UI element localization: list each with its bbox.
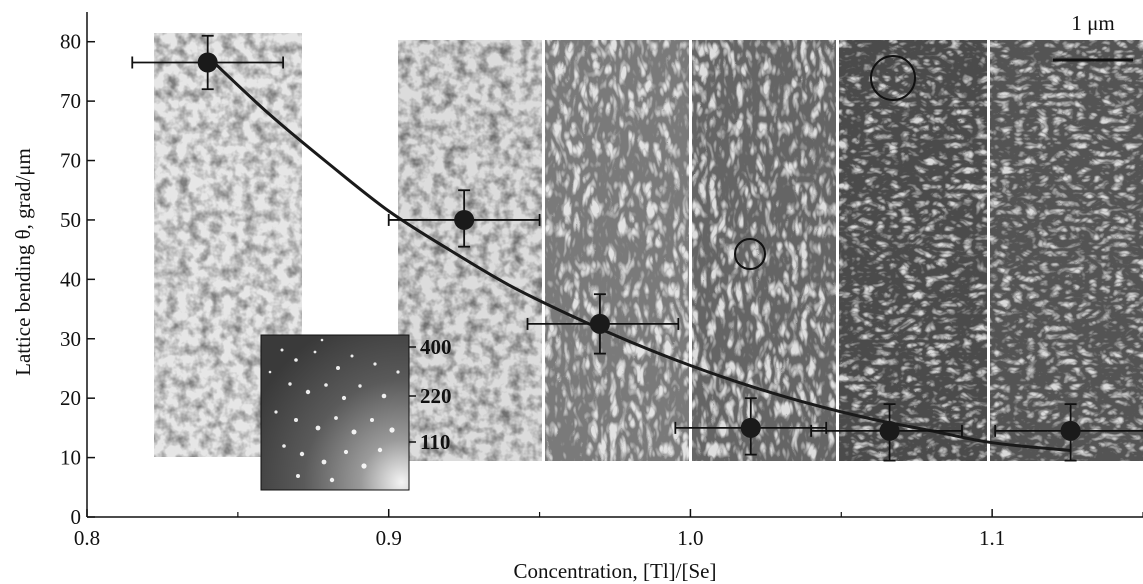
data-point-5 (810, 403, 963, 462)
data-marker (740, 417, 761, 438)
y-tick-label: 10 (60, 446, 81, 470)
micrograph-panel-5 (839, 40, 987, 461)
inset-ticks (409, 346, 416, 443)
inset-label-400: 400 (420, 335, 452, 359)
micrograph-panel-2 (398, 40, 542, 461)
y-tick-label: 0 (71, 505, 82, 529)
x-tick-label: 1.1 (979, 526, 1005, 550)
y-tick-label: 70 (60, 149, 81, 173)
data-points (131, 34, 1143, 462)
y-tick-label: 20 (60, 386, 81, 410)
x-axis-title: Concentration, [Tl]/[Se] (514, 559, 717, 583)
micrograph-panel-1 (154, 33, 302, 457)
data-point-1 (131, 34, 285, 91)
highlight-circle-small (734, 238, 766, 270)
y-tick-label: 40 (60, 267, 81, 291)
x-axis-ticks: 0.8 0.9 1.0 1.1 (74, 509, 1143, 550)
data-marker (879, 420, 900, 441)
scale-bar-label: 1 μm (1071, 11, 1114, 35)
fit-curve (206, 55, 1071, 452)
y-tick-label: 70 (60, 89, 81, 113)
data-point-3 (526, 293, 680, 355)
micrograph-panel-6 (990, 40, 1143, 461)
y-tick-label: 30 (60, 327, 81, 351)
data-point-2 (387, 189, 541, 248)
data-marker (1060, 420, 1081, 441)
y-axis-title: Lattice bending θ, grad/μm (11, 148, 35, 376)
data-marker (454, 209, 475, 230)
scale-bar: 1 μm (1053, 11, 1133, 62)
data-marker (589, 313, 610, 334)
data-point-6 (994, 403, 1143, 462)
diffraction-spots (268, 338, 400, 483)
highlight-circle-large (870, 55, 916, 101)
y-tick-label: 80 (60, 30, 81, 54)
inset-label-220: 220 (420, 384, 452, 408)
y-axis-ticks: 0 10 20 30 40 50 70 70 80 (60, 30, 95, 529)
data-point-4 (674, 397, 828, 456)
inset-label-110: 110 (420, 430, 450, 454)
y-tick-label: 50 (60, 208, 81, 232)
diffraction-inset: 400 220 110 (260, 334, 452, 491)
axes (86, 12, 1143, 518)
micrograph-panel-3 (545, 40, 689, 461)
x-tick-label: 1.0 (677, 526, 703, 550)
x-tick-label: 0.9 (376, 526, 402, 550)
x-tick-label: 0.8 (74, 526, 100, 550)
data-marker (197, 52, 218, 73)
